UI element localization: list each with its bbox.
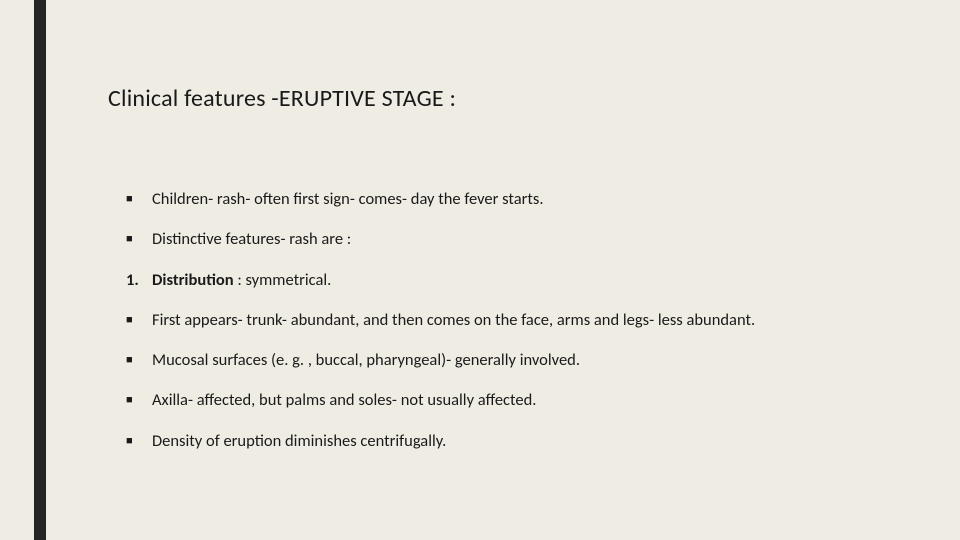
list-item-text: Distinctive features- rash are :	[152, 228, 896, 250]
accent-bar	[34, 0, 46, 540]
bullet-square-icon: ■	[126, 188, 152, 207]
bullet-square-icon: ■	[126, 349, 152, 368]
bullet-square-icon: ■	[126, 228, 152, 247]
slide: Clinical features -ERUPTIVE STAGE : ■ Ch…	[0, 0, 960, 540]
bullet-number: 1.	[126, 269, 152, 291]
list-item-text: Distribution : symmetrical.	[152, 269, 896, 291]
list-item-text: Axilla- affected, but palms and soles- n…	[152, 389, 896, 411]
list-item-text: First appears- trunk- abundant, and then…	[152, 309, 896, 331]
list-item-text-after: : symmetrical.	[234, 270, 332, 290]
list-item: 1. Distribution : symmetrical.	[126, 269, 896, 291]
bullet-square-icon: ■	[126, 430, 152, 449]
bullet-square-icon: ■	[126, 389, 152, 408]
list-item: ■ Mucosal surfaces (e. g. , buccal, phar…	[126, 349, 896, 371]
list-item: ■ First appears- trunk- abundant, and th…	[126, 309, 896, 331]
list-item-bold-lead: Distribution	[152, 270, 234, 290]
list-item: ■ Distinctive features- rash are :	[126, 228, 896, 250]
bullet-square-icon: ■	[126, 309, 152, 328]
slide-content: ■ Children- rash- often first sign- come…	[126, 188, 896, 470]
list-item: ■ Axilla- affected, but palms and soles-…	[126, 389, 896, 411]
list-item-text: Children- rash- often first sign- comes-…	[152, 188, 896, 210]
list-item-text: Mucosal surfaces (e. g. , buccal, pharyn…	[152, 349, 896, 371]
list-item: ■ Children- rash- often first sign- come…	[126, 188, 896, 210]
slide-title: Clinical features -ERUPTIVE STAGE :	[108, 84, 456, 113]
list-item-text: Density of eruption diminishes centrifug…	[152, 430, 896, 452]
list-item: ■ Density of eruption diminishes centrif…	[126, 430, 896, 452]
